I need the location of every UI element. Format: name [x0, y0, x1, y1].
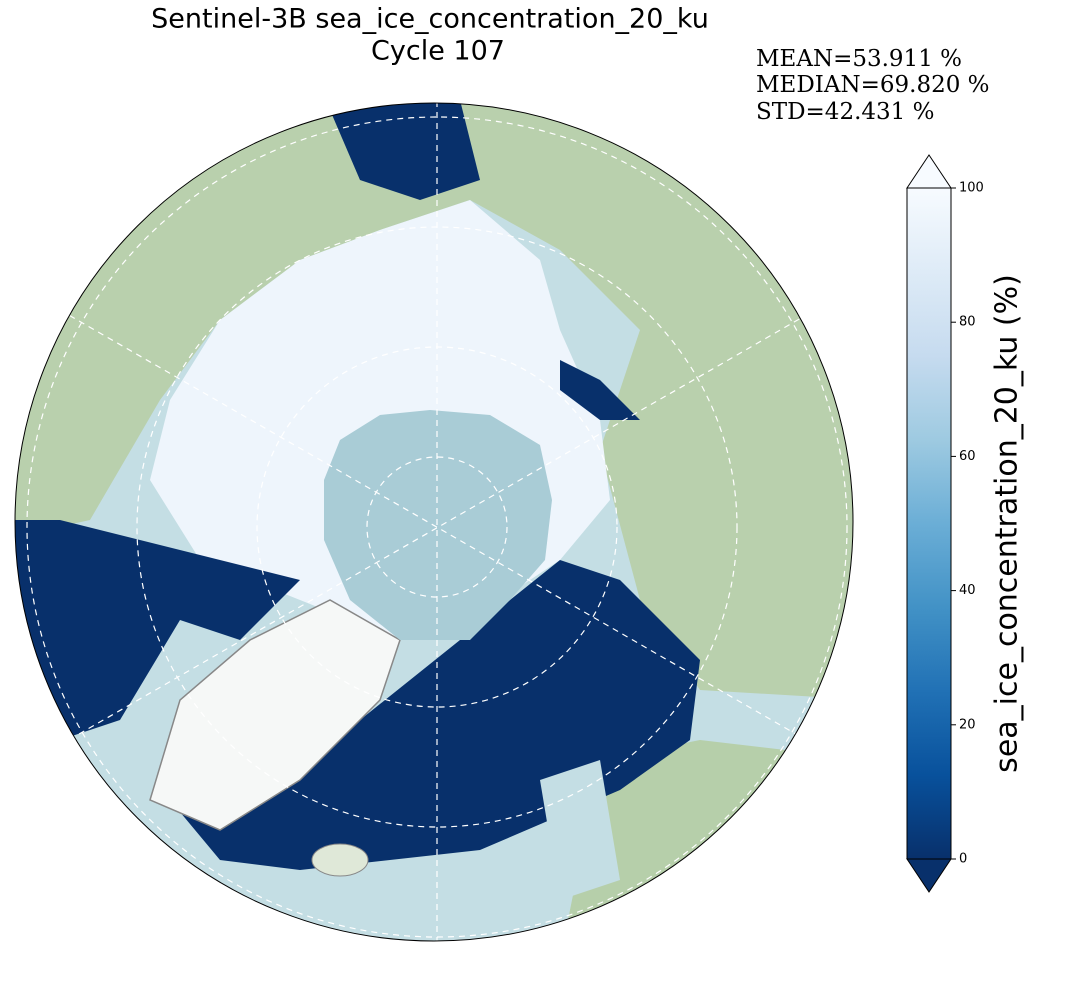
- open-water-bering: [330, 103, 480, 200]
- open-water-baffin: [15, 520, 300, 900]
- stat-std: STD=42.431 %: [756, 99, 934, 125]
- colorbar-tick-label: 60: [959, 449, 976, 464]
- stat-median: MEDIAN=69.820 %: [756, 72, 990, 98]
- colorbar-extend-min: [906, 858, 952, 893]
- map: [15, 103, 853, 941]
- subtitle: Cycle 107: [371, 36, 505, 67]
- colorbar-tick-label: 0: [959, 852, 967, 867]
- colorbar-extend-max: [906, 154, 952, 189]
- pole-hole: [324, 410, 552, 640]
- stat-mean: MEAN=53.911 %: [756, 46, 962, 72]
- colorbar: 0 20 40 60 80 100 sea_ice_concentration_20_ku …: [906, 154, 1025, 893]
- colorbar-body: [906, 187, 952, 860]
- colorbar-tick-label: 20: [959, 717, 976, 732]
- colorbar-label: sea_ice_concentration_20_ku (%): [990, 274, 1025, 773]
- sea-baltic: [540, 760, 620, 900]
- colorbar-tick-label: 100: [959, 181, 984, 196]
- colorbar-tick-label: 80: [959, 315, 976, 330]
- open-water-laptev: [560, 360, 640, 420]
- land-north: [15, 103, 853, 700]
- graticule: [26, 103, 848, 941]
- map-frame: [14, 102, 854, 942]
- iceland: [311, 843, 369, 877]
- title: Sentinel-3B sea_ice_concentration_20_ku: [151, 4, 709, 35]
- colorbar-tick-label: 40: [959, 583, 976, 598]
